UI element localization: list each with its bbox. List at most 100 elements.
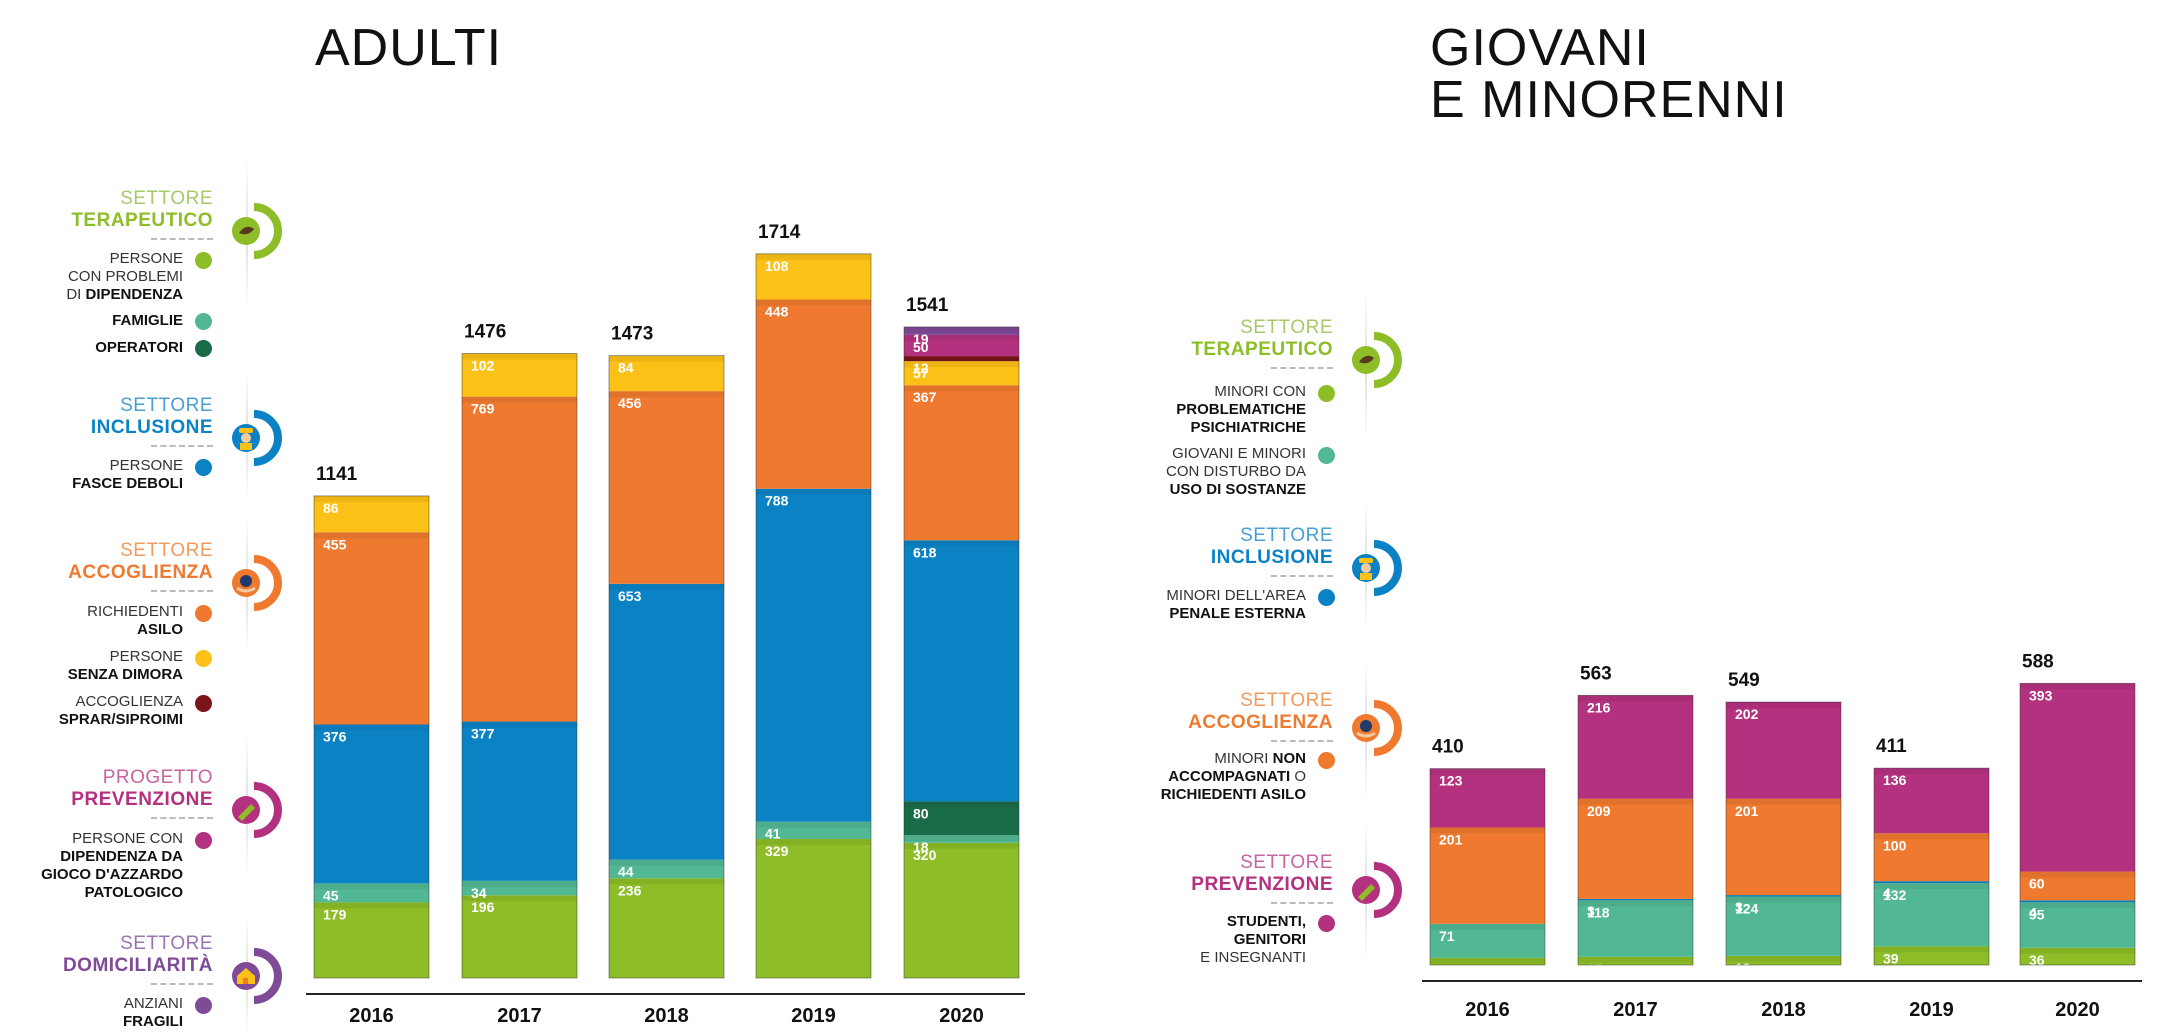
bar-value-label: 123 — [1439, 773, 1463, 789]
bar-segment-shade — [609, 878, 724, 885]
bar-segment — [462, 396, 577, 722]
bar-segment — [756, 821, 871, 839]
legend-dot-orange — [195, 605, 212, 622]
legend-item-richiedenti-asilo: RICHIEDENTI ASILO — [87, 603, 183, 638]
x-tick-label: 2019 — [1909, 999, 1954, 1021]
bar-segment-shade — [904, 326, 1019, 333]
bar-segment-shade — [1874, 833, 1989, 840]
chart-title-giovani: GIOVANI E MINORENNI — [1430, 22, 1788, 126]
bar-value-label: 136 — [1883, 772, 1907, 788]
bar-value-label: 60 — [2029, 876, 2045, 892]
bar-segment-shade — [904, 361, 1019, 368]
bar-value-label: 4 — [2029, 904, 2037, 920]
bar-value-label: 19 — [913, 331, 929, 347]
legend-item-gioco-azzardo: PERSONE CON DIPENDENZA DA GIOCO D'AZZARD… — [41, 830, 183, 901]
bar-segment — [904, 801, 1019, 836]
legend-item-non-accompagnati: MINORI NON ACCOMPAGNATI O RICHIEDENTI AS… — [1160, 750, 1306, 803]
bar-segment — [2020, 900, 2135, 903]
bar-segment — [609, 859, 724, 879]
bar-value-label: 86 — [323, 500, 339, 516]
bar-segment-shade — [1726, 702, 1841, 709]
sector-label-bold: INCLUSIONE — [90, 417, 213, 438]
bar-outline — [1725, 701, 1842, 966]
bar-segment — [1874, 946, 1989, 965]
bar-segment-shade — [314, 883, 429, 890]
legend-item-uso-sostanze: GIOVANI E MINORI CON DISTURBO DA USO DI … — [1165, 445, 1306, 498]
bar-segment — [2020, 871, 2135, 901]
bar-segment-shade — [1874, 881, 1989, 884]
sector-label-top: SETTORE — [120, 540, 213, 561]
bar-segment-shade — [609, 583, 724, 590]
bar-segment — [609, 391, 724, 584]
bar-segment-shade — [1726, 896, 1841, 903]
bar-segment-shade — [462, 721, 577, 728]
legend-item-studenti: STUDENTI, GENITORI E INSEGNANTI — [1200, 913, 1306, 966]
bar-segment — [904, 835, 1019, 843]
bar-outline — [755, 253, 872, 979]
bar-segment — [756, 838, 871, 978]
bar-segment — [462, 880, 577, 896]
bar-value-label: 201 — [1439, 832, 1463, 848]
chart-title-adulti: ADULTI — [315, 19, 503, 77]
bar-segment — [462, 353, 577, 397]
bar-value-label: 376 — [323, 729, 347, 745]
bar-segment-shade — [2020, 900, 2135, 903]
bar-segment-shade — [609, 391, 724, 398]
sector-label-top: SETTORE — [120, 395, 213, 416]
bar-segment — [1874, 881, 1989, 884]
sector-label-bold: TERAPEUTICO — [1191, 339, 1333, 360]
legend-dot-teal — [1318, 447, 1335, 464]
bar-value-label: 456 — [618, 395, 642, 411]
bar-total-label: 563 — [1580, 663, 1612, 684]
bar-value-label: 209 — [1587, 803, 1611, 819]
bar-segment-shade — [462, 880, 577, 887]
bar-segment — [314, 902, 429, 978]
bar-segment — [1874, 833, 1989, 882]
bar-segment — [1430, 957, 1545, 965]
x-tick-label: 2017 — [1613, 999, 1658, 1021]
bar-value-label: 455 — [323, 536, 347, 552]
legend-item-fasce-deboli: PERSONE FASCE DEBOLI — [72, 457, 183, 492]
bar-segment — [904, 334, 1019, 357]
bar-segment — [1430, 768, 1545, 828]
sector-label-bold: INCLUSIONE — [1210, 547, 1333, 568]
bar-segment — [2020, 902, 2135, 948]
sector-label-bold: ACCOGLIENZA — [68, 562, 213, 583]
bar-value-label: 18 — [913, 839, 929, 855]
x-tick-label: 2016 — [1465, 999, 1510, 1021]
bar-outline — [1429, 768, 1546, 966]
bar-value-label: 15 — [1439, 962, 1455, 978]
bar-segment-shade — [1430, 923, 1545, 930]
bar-segment — [1578, 798, 1693, 899]
leaf-hand-icon — [1352, 332, 1402, 388]
legend-adulti: SETTORE TERAPEUTICO PERSONE CON PROBLEMI… — [0, 0, 290, 1034]
bar-segment — [1726, 896, 1841, 956]
bar-segment-shade — [1874, 946, 1989, 953]
x-tick-label: 2020 — [2055, 999, 2100, 1021]
bar-segment — [1578, 956, 1693, 965]
legend-item-senza-dimora: PERSONE SENZA DIMORA — [67, 648, 183, 683]
bar-value-label: 102 — [471, 358, 495, 374]
home-icon — [232, 948, 282, 1004]
bar-segment — [609, 355, 724, 392]
bar-segment — [904, 356, 1019, 362]
legend-dot-blue — [1318, 589, 1335, 606]
bar-segment — [1578, 695, 1693, 799]
sector-label-top: SETTORE — [120, 933, 213, 954]
bar-segment-shade — [756, 488, 871, 495]
sector-label-top: SETTORE — [120, 188, 213, 209]
bar-value-label: 57 — [913, 365, 929, 381]
legend-dot-purple — [195, 997, 212, 1014]
bar-outline — [1873, 767, 1990, 966]
bar-segment-shade — [1874, 768, 1989, 775]
bar-total-label: 588 — [2022, 651, 2054, 672]
bar-total-label: 1473 — [611, 324, 653, 345]
bar-total-label: 1541 — [906, 295, 949, 316]
legend-dot-magenta — [195, 832, 212, 849]
bar-segment-shade — [904, 835, 1019, 842]
bar-segment-shade — [462, 353, 577, 360]
legend-dot-teal — [195, 313, 212, 330]
bar-segment-shade — [1726, 895, 1841, 897]
bar-segment-shade — [756, 821, 871, 828]
